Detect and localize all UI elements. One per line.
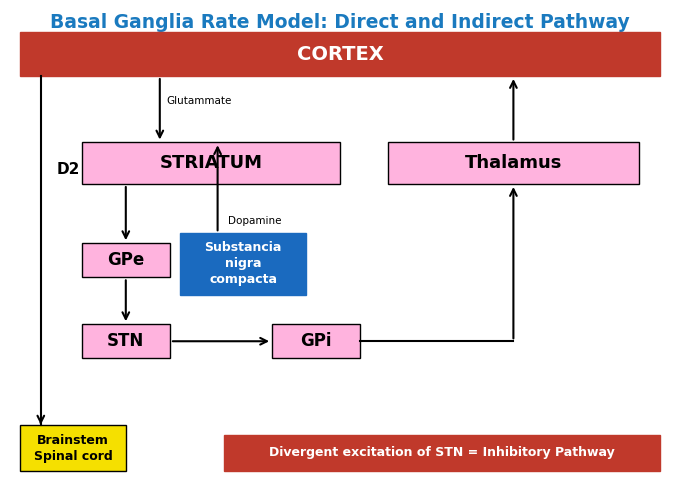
FancyBboxPatch shape xyxy=(82,324,170,358)
Text: D2: D2 xyxy=(56,162,80,177)
FancyBboxPatch shape xyxy=(20,425,126,471)
FancyBboxPatch shape xyxy=(82,243,170,277)
Text: Thalamus: Thalamus xyxy=(464,154,562,172)
FancyBboxPatch shape xyxy=(20,32,660,76)
Text: Basal Ganglia Rate Model: Direct and Indirect Pathway: Basal Ganglia Rate Model: Direct and Ind… xyxy=(50,13,630,31)
FancyBboxPatch shape xyxy=(388,142,639,184)
FancyBboxPatch shape xyxy=(180,233,306,295)
FancyBboxPatch shape xyxy=(272,324,360,358)
Text: Brainstem
Spinal cord: Brainstem Spinal cord xyxy=(34,434,112,463)
Text: STRIATUM: STRIATUM xyxy=(159,154,262,172)
Text: Divergent excitation of STN = Inhibitory Pathway: Divergent excitation of STN = Inhibitory… xyxy=(269,446,615,460)
Text: GPe: GPe xyxy=(107,251,144,269)
Text: Substancia
nigra
compacta: Substancia nigra compacta xyxy=(205,242,282,286)
Text: GPi: GPi xyxy=(301,332,332,350)
Text: Dopamine: Dopamine xyxy=(228,216,282,226)
Text: CORTEX: CORTEX xyxy=(296,45,384,63)
FancyBboxPatch shape xyxy=(82,142,340,184)
Text: Glutammate: Glutammate xyxy=(167,96,232,106)
Text: STN: STN xyxy=(107,332,144,350)
FancyBboxPatch shape xyxy=(224,435,660,471)
